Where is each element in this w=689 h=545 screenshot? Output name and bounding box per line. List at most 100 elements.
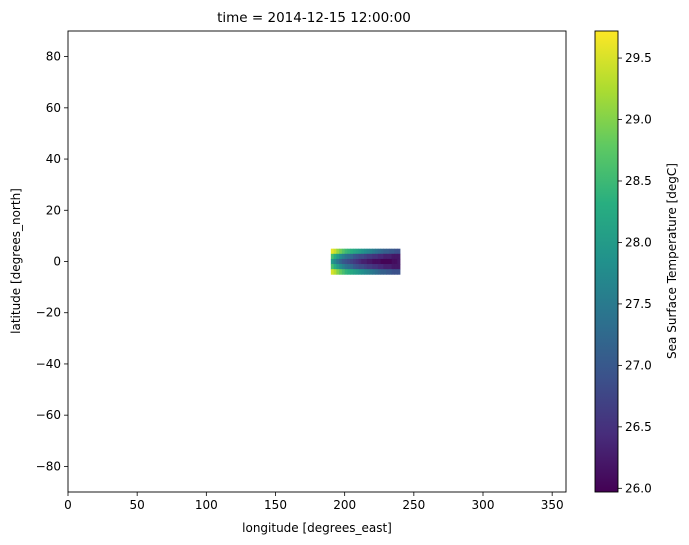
colorbar-tick-label: 27.5 — [625, 297, 652, 311]
heatmap-cell — [333, 248, 337, 255]
colorbar-label: Sea Surface Temperature [degC] — [665, 163, 679, 359]
heatmap-cell — [330, 264, 334, 270]
heatmap-cell — [355, 258, 359, 265]
y-axis-label: latitude [degrees_north] — [9, 188, 23, 334]
colorbar-tick-label: 26.0 — [625, 481, 652, 495]
heatmap-cell — [375, 253, 379, 260]
x-axis-label: longitude [degrees_east] — [242, 521, 392, 535]
heatmap-cell — [386, 248, 390, 255]
heatmap-cell — [375, 264, 379, 270]
heatmap-cell — [344, 253, 348, 260]
colorbar — [594, 30, 619, 493]
heatmap-cell — [372, 269, 376, 275]
heatmap-cell — [380, 264, 384, 270]
heatmap-cell — [355, 264, 359, 270]
heatmap-cell — [339, 248, 343, 255]
heatmap-cell — [330, 269, 334, 275]
heatmap-cell — [388, 264, 393, 270]
heatmap-cell — [386, 264, 390, 270]
heatmap-cell — [333, 269, 337, 275]
heatmap-cell — [339, 258, 343, 265]
heatmap-cell — [333, 258, 337, 265]
heatmap-cell — [391, 253, 395, 260]
plot-frame — [67, 30, 567, 493]
heatmap-cell — [347, 253, 351, 260]
x-tick-label: 100 — [195, 498, 218, 512]
heatmap-cell — [352, 269, 357, 275]
heatmap-cell — [352, 258, 357, 265]
colorbar-ticks: 26.0 26.5 27.0 27.5 28.0 28.5 29.0 29.5 — [618, 51, 652, 495]
heatmap-cell — [364, 248, 368, 255]
colorbar-tick-label: 26.5 — [625, 420, 652, 434]
heatmap-cell — [336, 248, 340, 255]
heatmap-cell — [347, 248, 351, 255]
heatmap-cell — [380, 269, 384, 275]
heatmap-cell — [369, 248, 373, 255]
heatmap-cell — [355, 253, 359, 260]
heatmap-cell — [341, 269, 346, 275]
heatmap-cell — [369, 258, 373, 265]
x-tick-label: 0 — [64, 498, 72, 512]
heatmap-cell — [386, 253, 390, 260]
y-tick-label: 40 — [46, 152, 61, 166]
colorbar-tick-label: 28.5 — [625, 174, 652, 188]
colorbar-tick-label: 29.0 — [625, 113, 652, 127]
x-tick-label: 200 — [333, 498, 356, 512]
heatmap-cell — [352, 253, 357, 260]
heatmap-cell — [397, 248, 401, 255]
heatmap-cell — [397, 258, 401, 265]
y-axis-ticks: −80 −60 −40 −20 0 20 40 60 80 — [36, 50, 68, 473]
colorbar-tick-label: 28.0 — [625, 235, 652, 249]
heatmap-cell — [361, 258, 365, 265]
heatmap-cell — [380, 253, 384, 260]
heatmap-cell — [386, 258, 390, 265]
heatmap-cell — [336, 258, 340, 265]
heatmap-cell — [366, 269, 370, 275]
heatmap-cell — [344, 269, 348, 275]
heatmap-cell — [339, 269, 343, 275]
heatmap-cell — [369, 269, 373, 275]
heatmap-cell — [361, 269, 365, 275]
heatmap-cell — [397, 269, 401, 275]
y-tick-label: −40 — [36, 357, 61, 371]
heatmap-cell — [380, 248, 384, 255]
y-tick-label: 60 — [46, 101, 61, 115]
heatmap-cell — [369, 253, 373, 260]
heatmap-cell — [350, 258, 354, 265]
heatmap-cell — [394, 269, 398, 275]
heatmap-cell — [369, 264, 373, 270]
heatmap-cell — [330, 253, 334, 260]
heatmap-cell — [377, 258, 382, 265]
heatmap-cell — [375, 269, 379, 275]
heatmap-cell — [344, 248, 348, 255]
heatmap-cell — [388, 253, 393, 260]
heatmap-cell — [350, 269, 354, 275]
y-tick-label: 20 — [46, 203, 61, 217]
heatmap-cell — [341, 264, 346, 270]
heatmap-cell — [391, 269, 395, 275]
y-tick-label: 0 — [53, 255, 61, 269]
heatmap-cell — [336, 264, 340, 270]
heatmap-cell — [366, 248, 370, 255]
heatmap-cell — [339, 264, 343, 270]
heatmap-cell — [388, 258, 393, 265]
x-tick-label: 350 — [541, 498, 564, 512]
heatmap-cell — [358, 248, 362, 255]
heatmap-cell — [347, 264, 351, 270]
heatmap-cell — [394, 264, 398, 270]
heatmap-cell — [366, 264, 370, 270]
heatmap-cell — [333, 264, 337, 270]
heatmap-cell — [372, 258, 376, 265]
heatmap-cell — [341, 258, 346, 265]
heatmap-cell — [397, 264, 401, 270]
heatmap-cell — [397, 253, 401, 260]
heatmap-cell — [394, 258, 398, 265]
heatmap-cell — [347, 258, 351, 265]
heatmap-cell — [364, 264, 368, 270]
y-tick-label: −60 — [36, 408, 61, 422]
heatmap-cell — [344, 258, 348, 265]
heatmap-cell — [364, 253, 368, 260]
heatmap-cell — [355, 269, 359, 275]
heatmap-cell — [377, 269, 382, 275]
